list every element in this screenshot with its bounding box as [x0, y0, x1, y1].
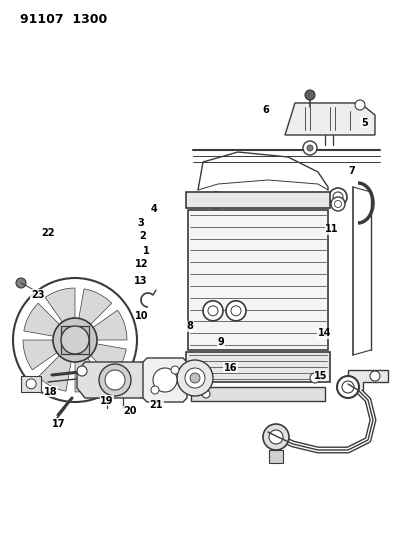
Polygon shape — [24, 303, 59, 336]
Circle shape — [208, 306, 218, 316]
Circle shape — [208, 192, 224, 208]
Text: 14: 14 — [318, 328, 331, 338]
Circle shape — [370, 371, 380, 381]
Circle shape — [310, 373, 320, 383]
Circle shape — [331, 197, 345, 211]
Text: 2: 2 — [139, 231, 146, 240]
Polygon shape — [188, 210, 328, 350]
Circle shape — [13, 278, 137, 402]
Text: 3: 3 — [137, 218, 144, 228]
Polygon shape — [93, 310, 127, 340]
Circle shape — [105, 370, 125, 390]
Circle shape — [305, 90, 315, 100]
Text: 19: 19 — [100, 396, 114, 406]
Circle shape — [355, 100, 365, 110]
Circle shape — [202, 390, 210, 398]
Circle shape — [201, 373, 211, 383]
Polygon shape — [143, 358, 187, 402]
Circle shape — [77, 366, 87, 376]
Polygon shape — [348, 370, 388, 390]
Circle shape — [114, 379, 124, 389]
Circle shape — [63, 328, 87, 352]
Text: 15: 15 — [314, 371, 327, 381]
Circle shape — [185, 368, 205, 388]
Text: 4: 4 — [151, 204, 158, 214]
Text: 11: 11 — [325, 224, 339, 234]
Circle shape — [99, 364, 131, 396]
Text: 8: 8 — [187, 321, 194, 331]
Polygon shape — [186, 352, 330, 382]
Circle shape — [231, 306, 241, 316]
Text: 16: 16 — [224, 363, 237, 373]
Circle shape — [226, 301, 246, 321]
Circle shape — [333, 192, 343, 202]
Circle shape — [269, 430, 283, 444]
Polygon shape — [91, 344, 126, 377]
Text: 1: 1 — [143, 246, 150, 255]
Text: 9: 9 — [217, 337, 225, 347]
Polygon shape — [45, 288, 75, 322]
Polygon shape — [191, 387, 325, 401]
Text: 22: 22 — [42, 228, 55, 238]
Circle shape — [307, 145, 313, 151]
Circle shape — [263, 424, 289, 450]
Circle shape — [337, 376, 359, 398]
Text: 18: 18 — [44, 387, 57, 397]
Circle shape — [171, 366, 179, 374]
Circle shape — [342, 381, 354, 393]
Circle shape — [238, 197, 244, 204]
Text: 6: 6 — [263, 106, 270, 115]
Text: 17: 17 — [52, 419, 65, 429]
Bar — [61, 326, 89, 354]
Polygon shape — [21, 376, 41, 392]
Polygon shape — [109, 376, 129, 392]
Text: 21: 21 — [150, 400, 163, 410]
Text: 10: 10 — [135, 311, 148, 320]
Text: 20: 20 — [123, 407, 137, 416]
Text: 5: 5 — [361, 118, 368, 127]
Circle shape — [16, 278, 26, 288]
Polygon shape — [75, 358, 105, 392]
Polygon shape — [77, 362, 151, 398]
Circle shape — [177, 360, 213, 396]
Circle shape — [190, 373, 200, 383]
Polygon shape — [269, 450, 283, 463]
Circle shape — [303, 141, 317, 155]
Circle shape — [26, 379, 36, 389]
Text: 13: 13 — [134, 277, 147, 286]
Polygon shape — [186, 192, 330, 208]
Circle shape — [151, 386, 159, 394]
Circle shape — [203, 301, 223, 321]
Circle shape — [335, 200, 341, 207]
Circle shape — [61, 326, 89, 354]
Circle shape — [53, 318, 97, 362]
Circle shape — [153, 368, 177, 392]
Polygon shape — [79, 289, 112, 325]
Text: 91107  1300: 91107 1300 — [20, 13, 107, 26]
Polygon shape — [285, 103, 375, 135]
Text: 23: 23 — [31, 290, 44, 300]
Circle shape — [234, 193, 248, 207]
Circle shape — [212, 196, 220, 204]
Polygon shape — [38, 356, 71, 391]
Polygon shape — [23, 340, 57, 370]
Circle shape — [329, 188, 347, 206]
Text: 12: 12 — [135, 260, 148, 269]
Text: 7: 7 — [348, 166, 355, 175]
